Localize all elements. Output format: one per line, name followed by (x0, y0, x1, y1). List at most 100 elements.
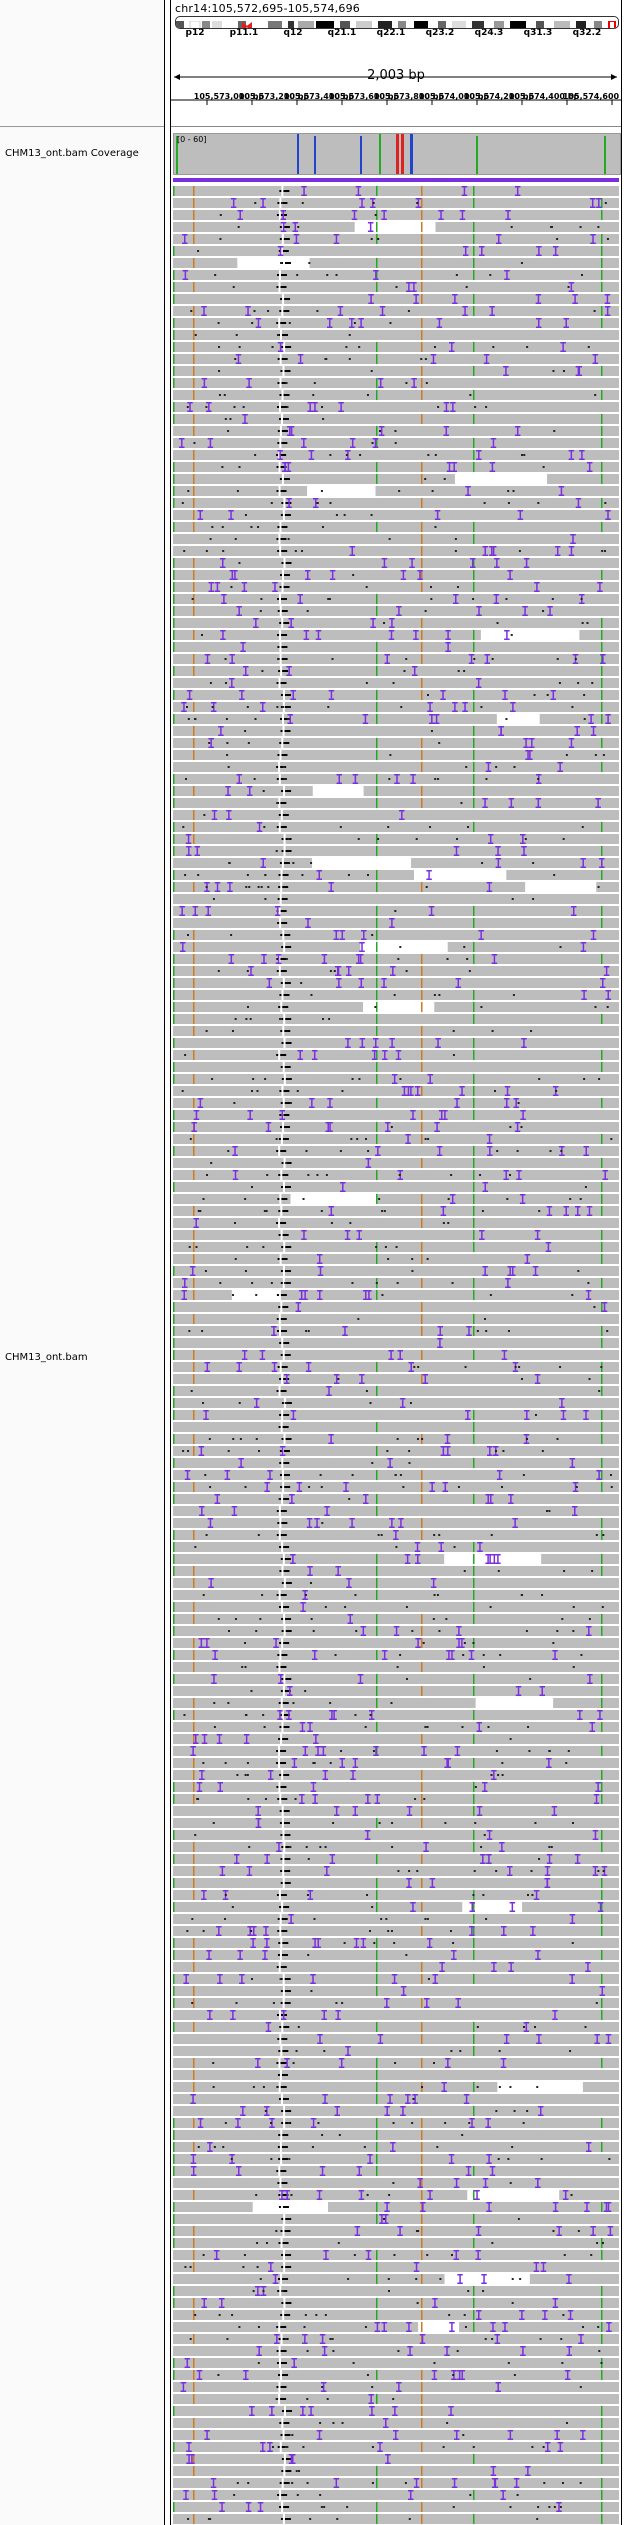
read[interactable] (173, 918, 619, 928)
read[interactable] (173, 1062, 619, 1072)
read[interactable] (173, 486, 308, 496)
read[interactable] (173, 1494, 619, 1504)
read[interactable] (539, 714, 619, 724)
read[interactable] (522, 1902, 619, 1912)
read[interactable] (435, 222, 619, 232)
read[interactable] (173, 1506, 619, 1516)
read[interactable] (173, 294, 619, 304)
read[interactable] (173, 1758, 619, 1768)
read[interactable] (173, 2178, 619, 2188)
read[interactable] (173, 378, 619, 388)
read[interactable] (173, 546, 619, 556)
read[interactable] (173, 2070, 619, 2080)
read[interactable] (173, 1362, 619, 1372)
read[interactable] (173, 2154, 619, 2164)
read[interactable] (173, 1290, 232, 1300)
read[interactable] (173, 1302, 619, 1312)
read[interactable] (173, 2286, 619, 2296)
read[interactable] (173, 1578, 619, 1588)
read[interactable] (173, 1182, 619, 1192)
read[interactable] (173, 2310, 619, 2320)
read[interactable] (506, 870, 619, 880)
read[interactable] (309, 258, 619, 268)
read[interactable] (173, 342, 619, 352)
read[interactable] (553, 1698, 619, 1708)
read[interactable] (173, 2358, 619, 2368)
read[interactable] (173, 1230, 619, 1240)
read[interactable] (173, 1638, 619, 1648)
read[interactable] (173, 366, 619, 376)
read[interactable] (173, 2226, 619, 2236)
read[interactable] (173, 1914, 619, 1924)
read[interactable] (173, 306, 619, 316)
read[interactable] (173, 2406, 619, 2416)
read[interactable] (173, 1566, 619, 1576)
read[interactable] (173, 1686, 619, 1696)
read[interactable] (173, 1890, 619, 1900)
read[interactable] (173, 1722, 619, 1732)
read[interactable] (173, 2478, 619, 2488)
read[interactable] (173, 462, 619, 472)
read[interactable] (173, 270, 619, 280)
read[interactable] (173, 390, 619, 400)
read[interactable] (173, 1614, 619, 1624)
read[interactable] (173, 714, 497, 724)
read[interactable] (173, 1314, 619, 1324)
ruler[interactable] (171, 60, 621, 120)
read[interactable] (173, 654, 619, 664)
read[interactable] (173, 1950, 619, 1960)
read[interactable] (173, 1194, 291, 1204)
read[interactable] (173, 606, 619, 616)
read[interactable] (173, 882, 526, 892)
read[interactable] (173, 2034, 619, 2044)
read[interactable] (173, 1398, 619, 1408)
read[interactable] (173, 1782, 619, 1792)
read[interactable] (173, 210, 619, 220)
read[interactable] (173, 690, 619, 700)
read[interactable] (173, 786, 313, 796)
read[interactable] (173, 1866, 619, 1876)
read[interactable] (173, 726, 619, 736)
read[interactable] (173, 618, 619, 628)
read[interactable] (173, 234, 619, 244)
read[interactable] (173, 1266, 619, 1276)
read[interactable] (173, 582, 619, 592)
read[interactable] (173, 642, 619, 652)
read[interactable] (173, 1218, 619, 1228)
read[interactable] (173, 186, 619, 196)
read[interactable] (459, 2322, 619, 2332)
read[interactable] (173, 1734, 619, 1744)
read[interactable] (173, 1746, 619, 1756)
read[interactable] (173, 2274, 445, 2284)
read[interactable] (173, 630, 481, 640)
read[interactable] (173, 2142, 619, 2152)
read[interactable] (173, 1518, 619, 1528)
read[interactable] (173, 1002, 364, 1012)
read[interactable] (447, 942, 619, 952)
read[interactable] (173, 1254, 619, 1264)
read[interactable] (173, 474, 455, 484)
read[interactable] (173, 750, 619, 760)
read[interactable] (173, 1110, 619, 1120)
read[interactable] (173, 1554, 445, 1564)
chromosome-ideogram[interactable] (175, 16, 619, 29)
read[interactable] (173, 1458, 619, 1468)
read[interactable] (173, 594, 619, 604)
read[interactable] (411, 858, 619, 868)
read[interactable] (173, 1482, 619, 1492)
read[interactable] (173, 2370, 619, 2380)
read[interactable] (173, 330, 619, 340)
read[interactable] (173, 402, 619, 412)
alignment-track[interactable] (171, 178, 621, 2525)
read[interactable] (173, 2346, 619, 2356)
read[interactable] (173, 678, 619, 688)
read[interactable] (173, 1602, 619, 1612)
read[interactable] (173, 2394, 619, 2404)
read[interactable] (173, 1038, 619, 1048)
read[interactable] (173, 2334, 619, 2344)
read[interactable] (529, 2274, 619, 2284)
read[interactable] (173, 1770, 619, 1780)
read[interactable] (173, 1434, 619, 1444)
read[interactable] (173, 1050, 619, 1060)
read[interactable] (173, 1086, 619, 1096)
